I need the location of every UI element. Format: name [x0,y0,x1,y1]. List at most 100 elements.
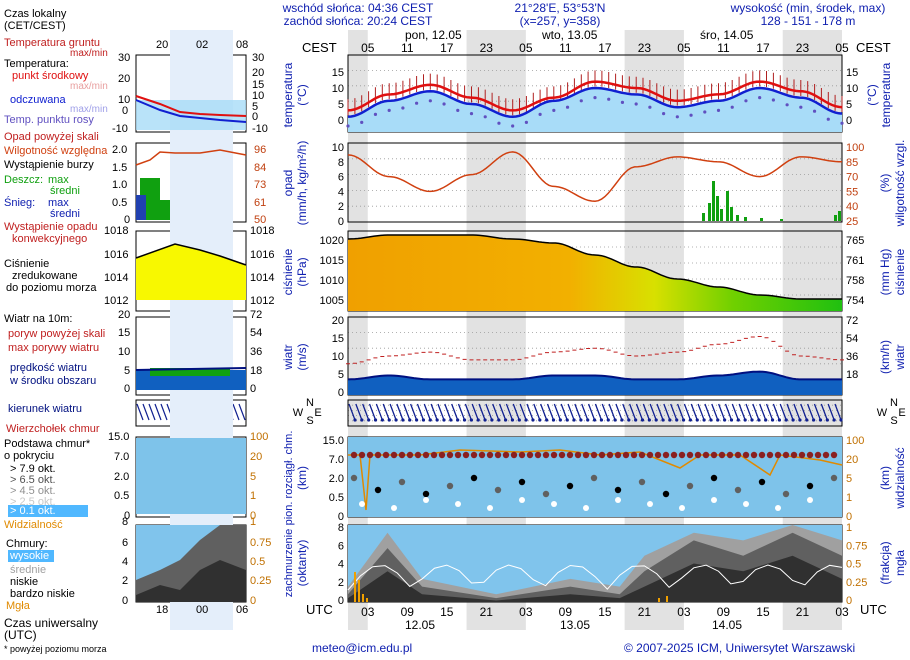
fog-bar-3 [366,598,368,602]
wind-tick-3: 5 [338,369,344,381]
cloud-top-dot [582,451,590,459]
cloud-base-dot [446,482,454,490]
wind-label: wiatr [281,344,295,370]
wind-arrow [485,403,493,421]
legend-wind-arrow [136,403,144,421]
legend-perceived: odczuwana [10,94,66,106]
windkmh-unit: (km/h) [878,340,892,374]
vis-unit: (km) [878,466,892,490]
hum-tick-4: 40 [846,201,858,213]
day-top-3: śro, 14.05 [700,28,754,42]
top-hour-11: 23 [796,41,810,55]
cloud-top-dot [750,451,758,459]
press-unit: (hPa) [295,257,309,286]
cloud-top-dot [790,451,798,459]
temp-tick-l-0: 15 [332,67,344,79]
cover-label: zachmurzenie [283,529,295,597]
press-tick-1: 1015 [320,255,344,267]
hum-unit: (%) [878,174,892,193]
legend-temp-tick-r-10: 10 [252,90,265,102]
footer-email[interactable]: meteo@icm.edu.pl [312,641,413,655]
wind-arrow-head [449,418,453,422]
legend-cb-tick-2: 2.0 [114,471,130,483]
cloud-top-dot [766,451,774,459]
rain-bar-10 [780,219,783,221]
cloud-base-dot [470,474,478,482]
pressmm-tick-1: 761 [846,255,864,267]
compass-1: W [293,407,304,419]
wind-arrow-head [770,418,775,422]
legend-frac-tick-025: 0.25 [250,575,272,587]
wind-arrow-head [709,418,713,422]
legend-vis-tick-1: 1 [250,490,257,502]
cloud-base-dot-low [359,501,365,507]
wind-arrow-head [750,418,754,422]
legend-temp-tick-l-30: 30 [118,52,131,64]
wind-arrow [368,403,377,421]
legend-wind-arrow [160,403,168,421]
wind-arrow [389,403,397,421]
wind-arrow-head [586,418,590,422]
wind-arrow [567,403,575,421]
wind-arrow-head [380,418,384,422]
legend-medium: średnie [10,564,47,576]
fog-bar-1 [358,580,360,602]
wind-arrow-head [805,418,809,422]
temp-label-r: temperatura [879,62,893,127]
cloud-top-dot [566,451,574,459]
cloud-top-dot [630,451,638,459]
pressmm-tick-0: 765 [846,235,864,247]
cloud-unit: (km) [295,466,309,490]
vis-tick-1: 20 [846,454,858,466]
perceived-line [347,86,843,119]
cloud-top-dot [502,451,510,459]
hum-tick-2: 70 [846,172,858,184]
legend-temperature: Temperatura: [4,58,69,70]
day-bottom-1: 12.05 [405,618,436,632]
legend-cb-bg [136,438,246,514]
top-hour-0: 05 [361,41,375,55]
cloud-tick-0: 15.0 [323,435,344,447]
rain-bar-9 [760,218,763,221]
wind-arrow-head [387,418,391,422]
cloud-base-dot-low [487,505,493,511]
visibility-line [348,449,843,511]
location: 21°28'E, 53°53'N (x=257, y=358) [480,2,640,28]
compass-5: W [877,407,888,419]
wind-arrow-head [373,418,378,422]
legend-press-tick-l-1012: 1012 [104,295,129,307]
dew-dot [373,112,378,116]
wind-arrow-head [654,418,658,422]
wind-arrow-head [606,418,610,422]
legend-local-hour-02: 02 [196,39,209,51]
legend-temp-tick-l-10: 10 [118,94,131,106]
cloud-base-dot-low [455,501,461,507]
legend-high: wysokie [8,550,54,562]
cloud-top-dot [494,451,502,459]
wind-arrow-head [510,418,515,422]
cloud-base-dot [518,478,526,486]
wind-arrow [800,403,808,421]
wind-arrow-head [675,418,679,422]
cloud-base-dot-low [423,497,429,503]
wind-arrow-head [517,418,521,422]
wind-gust-marks [346,336,844,365]
wind-arrow [683,403,692,421]
wind-arrow [375,403,383,421]
wind-arrow [526,403,534,421]
legend-windkmh-tick-54: 54 [250,327,263,339]
temp-unit: (°C) [295,84,309,105]
wind-arrow [663,403,671,421]
wind-arrow [786,403,794,421]
wind-arrow [423,403,431,421]
wind-arrow [560,403,568,421]
utc-label-right: UTC [860,602,887,617]
bottom-hour-8: 03 [677,605,691,619]
wind-arrow [553,403,561,421]
legend-local-hour-08: 08 [236,39,249,51]
cloud-top-dot [350,451,358,459]
cloud-base-dot [782,490,790,498]
wind-arrow-head [668,418,672,422]
legend-press-tick-l-1016: 1016 [104,249,129,261]
